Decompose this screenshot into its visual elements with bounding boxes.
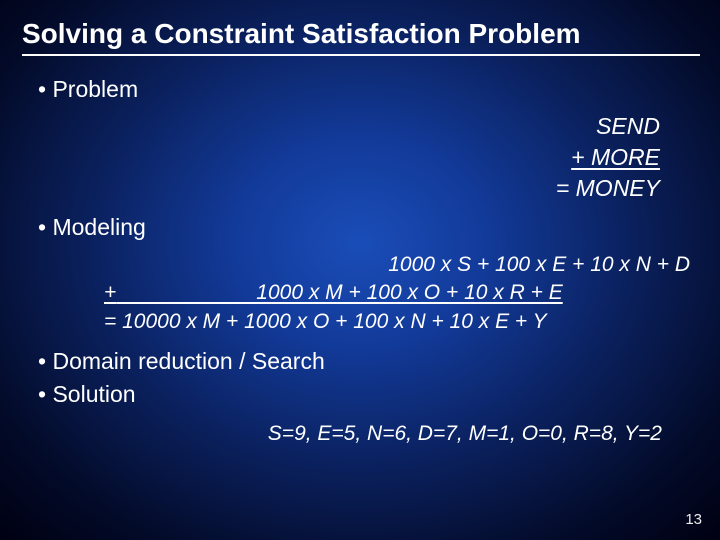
bullet-solution: Solution [38,381,690,408]
problem-line-3: = MONEY [38,173,660,204]
bullet-modeling: Modeling [38,214,690,241]
problem-line-2: + MORE [38,142,660,173]
slide-title: Solving a Constraint Satisfaction Proble… [0,0,720,54]
modeling-line-3: = 10000 x M + 1000 x O + 100 x N + 10 x … [104,308,690,336]
modeling-line-2-rest: 1000 x M + 100 x O + 10 x R + E [116,281,562,304]
bullet-domain: Domain reduction / Search [38,348,690,375]
modeling-line-2-prefix: + [104,281,116,304]
modeling-block: 1000 x S + 100 x E + 10 x N + D + 1000 x… [104,251,690,336]
page-number: 13 [685,511,702,528]
problem-line-1: SEND [38,111,660,142]
solution-line: S=9, E=5, N=6, D=7, M=1, O=0, R=8, Y=2 [38,422,690,446]
modeling-line-1: 1000 x S + 100 x E + 10 x N + D [104,251,690,279]
slide-body: Problem SEND + MORE = MONEY Modeling 100… [0,56,720,446]
bullet-problem: Problem [38,76,690,103]
slide: Solving a Constraint Satisfaction Proble… [0,0,720,540]
modeling-line-2: + 1000 x M + 100 x O + 10 x R + E [104,279,690,307]
problem-block: SEND + MORE = MONEY [38,111,690,204]
